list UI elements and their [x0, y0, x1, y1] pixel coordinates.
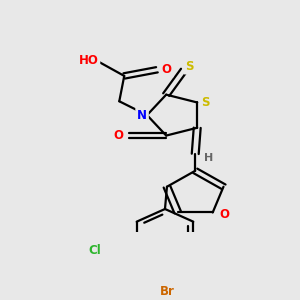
- Text: O: O: [220, 208, 230, 220]
- Text: H: H: [205, 153, 214, 163]
- Text: S: S: [185, 60, 193, 73]
- Text: O: O: [162, 63, 172, 76]
- Text: S: S: [201, 96, 209, 109]
- Text: N: N: [137, 109, 147, 122]
- Text: O: O: [114, 129, 124, 142]
- Text: Br: Br: [160, 286, 174, 298]
- Text: Cl: Cl: [89, 244, 101, 257]
- Text: HO: HO: [79, 54, 98, 67]
